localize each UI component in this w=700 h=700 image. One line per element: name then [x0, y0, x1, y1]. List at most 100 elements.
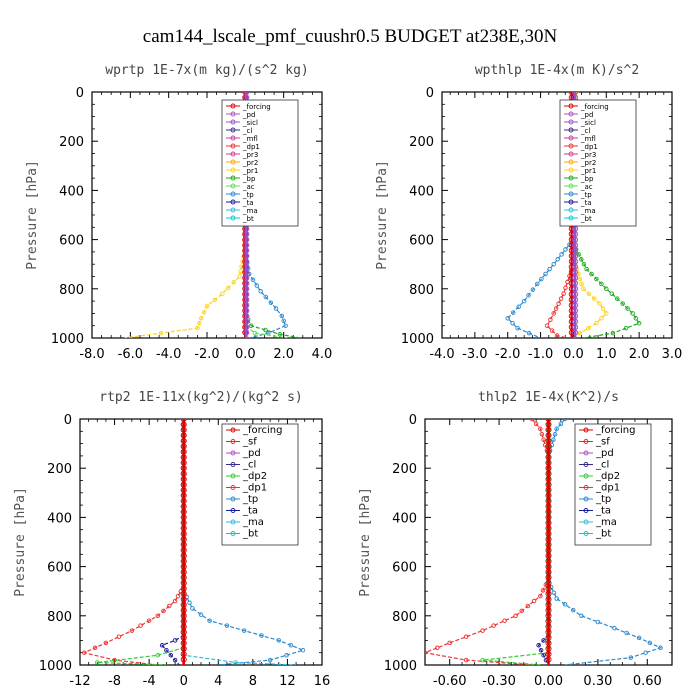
series-marker-dp1 [161, 608, 166, 614]
y-tick-label: 800 [409, 283, 434, 298]
y-tick-label: 1000 [51, 332, 84, 347]
series-marker-dp1 [541, 437, 546, 442]
series-marker-pr1 [586, 291, 592, 296]
series-marker-dp1 [155, 613, 161, 619]
legend-marker [230, 508, 236, 513]
legend-entry: _sf [242, 437, 257, 448]
series-marker-dp1 [167, 603, 172, 609]
x-tick-label: 0.60 [633, 674, 662, 689]
series-marker-ta [538, 647, 544, 653]
legend-entry: _tp [595, 494, 611, 505]
series-marker-tp [284, 652, 289, 658]
x-tick-label: 16 [314, 674, 331, 689]
legend-entry: _pd [242, 111, 255, 119]
legend-marker [568, 151, 574, 157]
legend-entry: _bt [242, 215, 254, 223]
series-marker-tp [250, 277, 256, 283]
series-marker-tp [628, 655, 634, 660]
y-axis-label: Pressure [hPa] [358, 487, 373, 597]
legend-marker [583, 473, 589, 479]
series-marker-dp1 [116, 634, 122, 639]
legend-entry: _cl [242, 460, 256, 471]
x-tick-label: 2.0 [629, 347, 650, 362]
legend-entry: _pr1 [242, 167, 258, 175]
series-marker-tp [288, 643, 294, 648]
series-marker-tp [279, 313, 285, 319]
series-marker-dp1 [540, 588, 546, 593]
series-marker-tp [551, 261, 556, 267]
series-marker-pr1 [199, 316, 204, 321]
legend-entry: _ta [242, 506, 258, 517]
legend-marker [230, 473, 236, 479]
x-tick-label: -8.0 [79, 347, 104, 362]
series-marker-tp [267, 657, 273, 663]
series-marker-tp [554, 426, 559, 432]
legend-marker [568, 119, 574, 125]
series-marker-bp [594, 276, 599, 282]
series-marker-ta [172, 638, 178, 643]
legend-entry: _pr2 [580, 159, 596, 167]
x-tick-label: -4.0 [156, 347, 181, 362]
chart-panel-2: wpthlp 1E-4x(m K)/s^2 Pressure [hPa] 0 200 4… [375, 63, 682, 362]
legend-marker [230, 427, 236, 433]
legend-entry: _dp1 [242, 143, 260, 151]
series-marker-bp [581, 261, 587, 267]
series-marker-tp [281, 318, 286, 324]
legend-marker [568, 215, 574, 221]
x-tick-label: 4.0 [312, 347, 333, 362]
x-tick-label: -3.0 [462, 347, 487, 362]
series-marker-ta [541, 638, 546, 643]
series-group [425, 419, 663, 665]
series-marker-pr1 [599, 316, 604, 321]
series-marker-tp [254, 283, 260, 288]
legend-entry: _sicl [242, 119, 258, 127]
legend-marker [230, 175, 236, 181]
series-marker-ac [252, 330, 258, 336]
legend-entry: _pd [595, 448, 614, 459]
series-marker-tp [530, 287, 536, 292]
series-marker-dp1 [146, 618, 152, 623]
series-marker-tp [273, 306, 279, 311]
legend-entry: _pr3 [580, 151, 596, 159]
series-marker-dp1 [175, 593, 181, 599]
series-marker-bp [599, 281, 604, 287]
legend-marker [568, 167, 574, 173]
x-tick-label: -2.0 [495, 347, 520, 362]
legend-entry: _tp [242, 191, 254, 199]
x-tick-label: -1.0 [528, 347, 553, 362]
legend-marker [568, 207, 574, 213]
series-marker-dp1 [425, 650, 428, 655]
series-marker-sicl [572, 329, 579, 336]
series-marker-pr1 [225, 285, 231, 291]
series-marker-dp1 [539, 432, 545, 437]
x-tick-label: 3.0 [662, 347, 683, 362]
chart-title: rtp2 1E-11x(kg^2)/(kg^2 s) [99, 390, 303, 405]
legend-marker [230, 199, 236, 205]
x-tick-label: 4 [214, 674, 222, 689]
series-marker-pr1 [577, 276, 583, 282]
legend-entry: _cl [580, 127, 590, 135]
plot-frame [441, 91, 673, 339]
series-marker-ta [164, 647, 169, 653]
legend-entry: _dp1 [595, 483, 620, 494]
series-marker-tp [187, 600, 192, 605]
legend-marker [230, 103, 236, 109]
legend-entry: _ta [595, 506, 611, 517]
y-tick-label: 400 [47, 511, 72, 526]
legend-box [559, 99, 637, 227]
series-marker-tp [190, 606, 195, 611]
legend-entry: _tp [580, 191, 592, 199]
x-tick-label: 0.30 [583, 674, 612, 689]
legend-marker [568, 127, 574, 133]
chart-panel-1: wprtp 1E-7x(m kg)/(s^2 kg) Pressure [hPa]… [25, 63, 332, 362]
x-tick-label: -2.0 [194, 347, 219, 362]
series-marker-ta [159, 643, 165, 648]
chart-title: thlp2 1E-4x(K^2)/s [478, 390, 619, 405]
series-marker-tp [268, 300, 274, 305]
y-axis-label: Pressure [hPa] [375, 160, 390, 270]
legend-entry: _bt [242, 529, 258, 540]
series-marker-tp [283, 323, 288, 328]
legend-marker [230, 183, 236, 189]
legend-marker [583, 519, 589, 525]
series-marker-dp1 [502, 618, 507, 623]
